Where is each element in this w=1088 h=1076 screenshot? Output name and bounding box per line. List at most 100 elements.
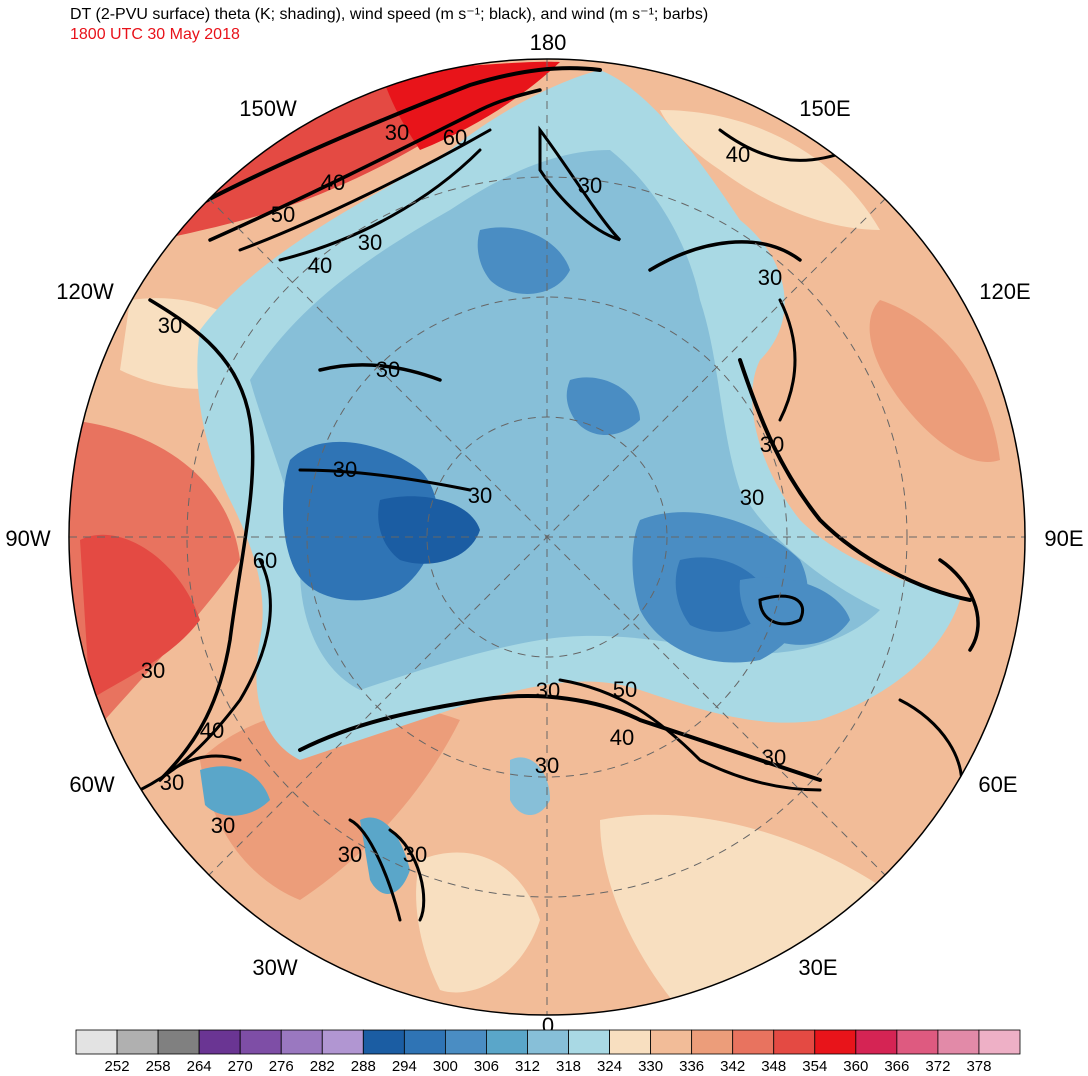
colorbar-swatch: [444, 1029, 487, 1055]
contour-label: 60: [443, 125, 467, 150]
colorbar-swatch: [978, 1029, 1021, 1055]
contour-label: 30: [740, 485, 764, 510]
jet-contour-pacific-outer: [168, 66, 602, 222]
theta-fill-atlantic: [200, 703, 460, 900]
colorbar-tick-label: 306: [474, 1058, 499, 1075]
longitude-labels: 180 150W 150E 120W 120E 90W 90E 60W 60E …: [5, 30, 1083, 1038]
jet-contour-pacific-50: [238, 128, 492, 252]
jet-contour-40-east: [718, 128, 852, 162]
contour-label: 30: [160, 770, 184, 795]
jet-contour-atlantic-30b: [388, 828, 426, 922]
colorbar-swatch: [239, 1029, 282, 1055]
graticule: [69, 59, 1025, 1015]
colorbar-tick-label: 318: [556, 1058, 581, 1075]
contour-label: 30: [578, 173, 602, 198]
contour-label: 30: [338, 842, 362, 867]
jet-contour-cutoff: [158, 754, 242, 782]
colorbar-tick-label: 312: [515, 1058, 540, 1075]
theta-shading: [69, 59, 1025, 1015]
contour-label: 40: [321, 170, 345, 195]
colorbar-swatch: [650, 1029, 693, 1055]
colorbar-tick-label: 330: [638, 1058, 663, 1075]
colorbar-swatch: [568, 1029, 610, 1055]
theta-fill-europe: [600, 814, 900, 1010]
colorbar: 252 258 264 270 276 282 288 294 300 306 312 318 324 3…: [75, 1029, 1021, 1075]
colorbar-tick-label: 378: [966, 1058, 991, 1075]
lon-label-30w: 30W: [252, 955, 297, 980]
jet-contour-east-loop: [758, 594, 804, 626]
contour-label: 30: [762, 745, 786, 770]
contour-label: 30: [211, 813, 235, 838]
contour-label: 30: [333, 457, 357, 482]
lon-label-180: 180: [530, 30, 567, 55]
jet-contour-atlantic-30: [348, 818, 402, 922]
colorbar-tick-label: 282: [310, 1058, 335, 1075]
map-boundary: [68, 58, 1026, 1016]
jet-contour-east-40: [938, 558, 980, 652]
lon-label-150w: 150W: [239, 96, 297, 121]
colorbar-swatch: [116, 1029, 159, 1055]
lon-label-60w: 60W: [69, 772, 114, 797]
contour-label: 40: [610, 725, 634, 750]
colorbar-swatch: [937, 1029, 980, 1055]
colorbar-swatch: [157, 1029, 200, 1055]
lon-label-120w: 120W: [56, 279, 114, 304]
lon-label-60e: 60E: [978, 772, 1017, 797]
colorbar-swatch: [527, 1029, 569, 1055]
colorbar-swatch: [773, 1029, 816, 1055]
colorbar-tick-label: 348: [761, 1058, 786, 1075]
theta-fill-core-east: [739, 577, 850, 645]
contour-label: 30: [376, 357, 400, 382]
jet-contour-pacific-40: [208, 88, 542, 242]
contour-label: 50: [613, 677, 637, 702]
contour-label: 30: [760, 432, 784, 457]
colorbar-swatch: [198, 1029, 241, 1055]
colorbar-swatch: [403, 1029, 446, 1055]
contour-label: 30: [758, 265, 782, 290]
colorbar-tick-label: 288: [351, 1058, 376, 1075]
contour-label: 30: [468, 483, 492, 508]
contour-label: 30: [385, 120, 409, 145]
colorbar-swatch: [855, 1029, 898, 1055]
colorbar-swatch: [609, 1029, 652, 1055]
theta-fill-asia: [869, 300, 1000, 462]
figure-title: DT (2-PVU surface) theta (K; shading), w…: [70, 6, 709, 23]
colorbar-tick-label: 264: [187, 1058, 212, 1075]
colorbar-swatch: [321, 1029, 364, 1055]
colorbar-tick-label: 372: [925, 1058, 950, 1075]
theta-fill-hot-na: [80, 534, 200, 700]
contour-label: 30: [358, 230, 382, 255]
jet-contour-30-streak: [538, 125, 622, 242]
lon-label-90w: 90W: [5, 526, 50, 551]
contour-labels: 30 60 40 50 30 40 30 30 30 30 30 30 60 30 30 40 30 30 30 30…: [141, 120, 786, 867]
colorbar-tick-label: 366: [884, 1058, 909, 1075]
colorbar-tick-label: 258: [146, 1058, 171, 1075]
theta-fill-atlantic-trough: [360, 817, 410, 894]
contour-label: 40: [726, 142, 750, 167]
contour-label: 30: [158, 313, 182, 338]
theta-fill-core-canada: [283, 441, 438, 601]
colorbar-swatch: [896, 1029, 939, 1055]
jet-contour-north-30: [318, 363, 442, 382]
colorbar-tick-label: 360: [843, 1058, 868, 1075]
theta-fill-core-arctic: [378, 496, 480, 564]
jet-contour-siberia-30: [778, 298, 797, 422]
lon-label-120e: 120E: [979, 279, 1030, 304]
contour-label: 30: [535, 753, 559, 778]
colorbar-tick-label: 252: [105, 1058, 130, 1075]
jet-contour-canada-30: [298, 468, 472, 492]
colorbar-swatch: [75, 1029, 118, 1055]
contour-label: 50: [271, 202, 295, 227]
colorbar-tick-label: 294: [392, 1058, 417, 1075]
colorbar-tick-label: 324: [597, 1058, 622, 1075]
lon-label-30e: 30E: [798, 955, 837, 980]
jet-contour-europe-50: [558, 678, 822, 792]
colorbar-tick-label: 354: [802, 1058, 827, 1075]
colorbar-swatch: [691, 1029, 734, 1055]
valid-time: 1800 UTC 30 May 2018: [70, 26, 240, 43]
colorbar-tick-label: 336: [679, 1058, 704, 1075]
colorbar-tick-label: 276: [269, 1058, 294, 1075]
colorbar-swatch: [280, 1029, 323, 1055]
jet-contour-pacific-60: [278, 148, 482, 262]
